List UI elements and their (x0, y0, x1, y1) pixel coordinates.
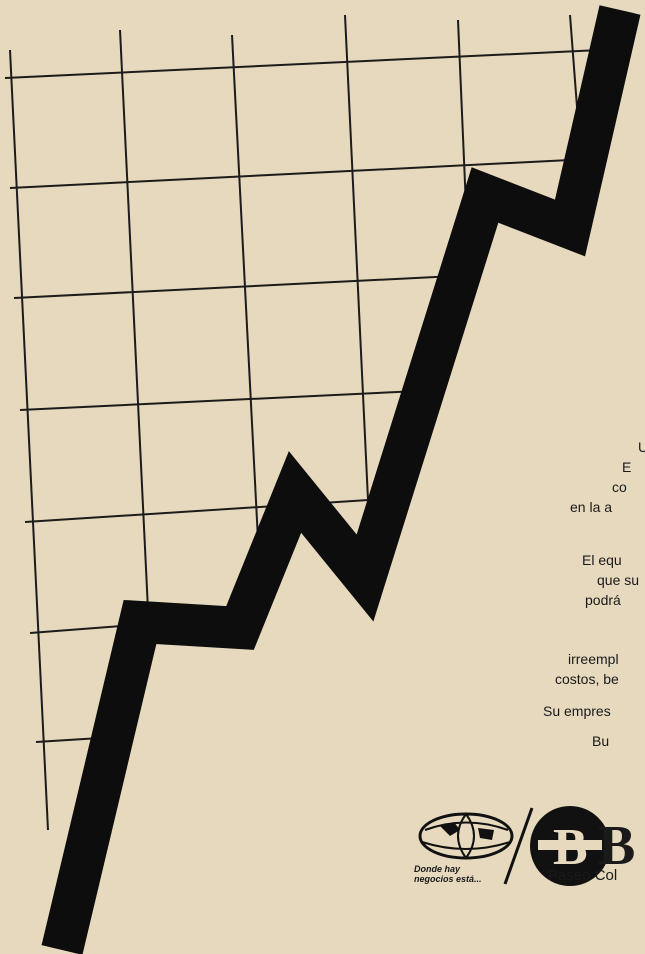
brand-bar (538, 840, 602, 850)
grid-line (344, 14, 369, 501)
brand-letter: B (598, 815, 635, 877)
grid-line (19, 389, 441, 411)
grid (4, 14, 601, 831)
slash (503, 807, 534, 885)
body-line: E (622, 459, 631, 475)
grid-line (9, 49, 49, 831)
brand-letter: B (553, 819, 588, 876)
body-line: irreempl (568, 651, 619, 667)
body-line: El equ (582, 552, 622, 568)
body-line: Bu (592, 733, 609, 749)
logo: Donde hay negocios está... B B (414, 806, 635, 886)
body-copy: U E co en la a El equ que su podrá irree… (543, 439, 645, 749)
address: Paseo Col (548, 867, 617, 884)
grid-line (4, 49, 601, 79)
body-line: podrá (585, 592, 621, 608)
body-line: en la a (570, 499, 612, 515)
body-line: U (638, 439, 645, 455)
grid-line (35, 737, 101, 743)
growth-zigzag (41, 5, 641, 954)
body-line: Su empres (543, 703, 611, 719)
body-line: co (612, 479, 627, 495)
slogan: negocios está... (414, 874, 482, 884)
grid-line (13, 274, 476, 299)
body-line: que su (597, 572, 639, 588)
slogan: Donde hay (414, 864, 461, 874)
grid-line (24, 497, 401, 523)
globe-lines (421, 813, 511, 859)
continents (440, 822, 494, 840)
grid-line (569, 14, 579, 121)
grid-line (9, 159, 571, 189)
body-line: costos, be (555, 671, 619, 687)
globe (418, 812, 514, 860)
grid-line (119, 29, 149, 611)
grid-line (231, 34, 259, 541)
